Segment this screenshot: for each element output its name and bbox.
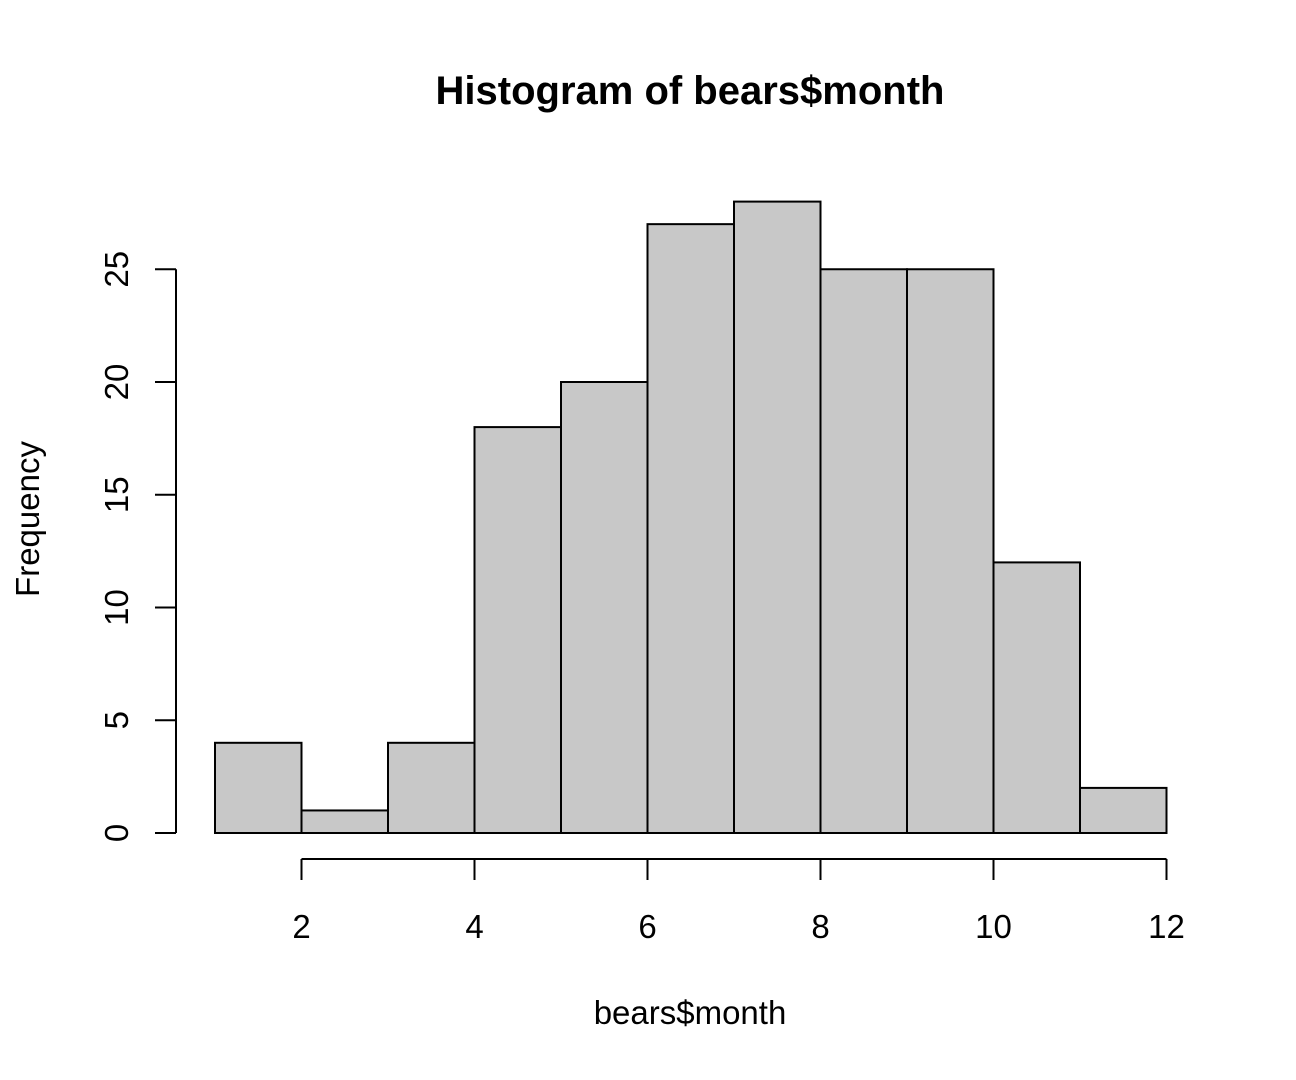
- y-tick-label: 10: [98, 589, 135, 626]
- histogram-bar: [300, 809, 389, 835]
- x-tick-label: 2: [292, 908, 310, 945]
- y-axis: 0 5 10 15 20 25: [98, 251, 177, 842]
- x-tick-label: 8: [811, 908, 829, 945]
- histogram-bar: [819, 268, 908, 834]
- x-axis: 2 4 6 8 10 12: [292, 858, 1185, 945]
- y-tick-label: 15: [98, 476, 135, 513]
- y-tick-label: 25: [98, 251, 135, 288]
- y-tick-label: 0: [98, 824, 135, 842]
- histogram-bar: [733, 200, 822, 835]
- histogram-bar: [992, 561, 1081, 835]
- chart-title: Histogram of bears$month: [436, 69, 945, 113]
- histogram-bar: [214, 741, 303, 834]
- y-tick-label: 5: [98, 711, 135, 729]
- histogram-bar: [473, 426, 562, 834]
- histogram-bar: [560, 381, 649, 834]
- histogram-bar: [1079, 786, 1168, 835]
- y-tick-label: 20: [98, 364, 135, 401]
- histogram-bars: [214, 200, 1168, 835]
- x-tick-label: 12: [1148, 908, 1185, 945]
- x-tick-label: 6: [638, 908, 656, 945]
- histogram-bar: [906, 268, 995, 834]
- x-tick-label: 4: [465, 908, 483, 945]
- x-axis-label: bears$month: [594, 994, 787, 1031]
- histogram-bar: [646, 223, 735, 834]
- y-axis-label: Frequency: [9, 441, 46, 597]
- x-tick-label: 10: [975, 908, 1012, 945]
- histogram-bar: [387, 741, 476, 834]
